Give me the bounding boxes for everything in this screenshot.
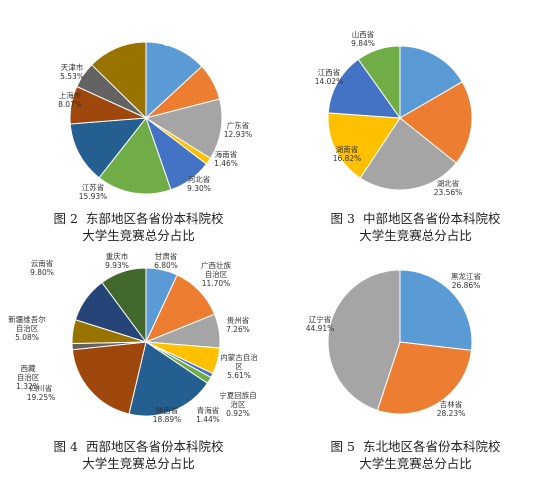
slice-label: 云南省 9.80% [30, 258, 54, 277]
slice-label: 海南省 1.46% [214, 149, 238, 168]
slice-label: 宁夏回族自治区 0.92% [219, 390, 257, 418]
pie-slice [71, 341, 147, 415]
slice-label: 黑龙江省 26.86% [451, 271, 481, 290]
pie-slice [327, 112, 401, 179]
chart-panel-west: 甘肃省 6.80% 广西壮族自治区 11.70% 贵州省 7.26% 内蒙古自治区 5.61%… [0, 250, 277, 500]
chart-title-line2: 大学生竞赛总分占比 [359, 228, 472, 243]
chart-title-line2: 大学生竞赛总分占比 [359, 456, 472, 471]
chart-caption-west: 图 4 西部地区各省份本科院校 大学生竞赛总分占比 [0, 438, 277, 472]
slice-label: 重庆市 9.93% [105, 251, 129, 270]
slice-label: 贵州省 7.26% [226, 315, 250, 334]
pie-slice [376, 341, 473, 415]
slice-label: 山西省 9.84% [351, 29, 375, 48]
chart-caption-central: 图 3 中部地区各省份本科院校 大学生竞赛总分占比 [277, 210, 554, 244]
slice-label: 福建省 7.85% [212, 63, 236, 82]
chart-caption-east: 图 2 东部地区各省份本科院校 大学生竞赛总分占比 [0, 210, 277, 244]
chart-title-line2: 大学生竞赛总分占比 [82, 228, 195, 243]
chart-panel-central: 安徽省 16.61% 河南省 19.14% 湖北省 23.56% 湖南省 16.82% 江西省 1… [277, 0, 554, 250]
chart-title: 东部地区各省份本科院校 [85, 211, 224, 226]
slice-label: 天津市 5.53% [60, 62, 84, 81]
figure-number: 图 3 [330, 211, 355, 226]
slice-label: 湖北省 23.56% [434, 178, 463, 197]
pie-slice [327, 269, 401, 411]
pie-chart-west: 甘肃省 6.80% 广西壮族自治区 11.70% 贵州省 7.26% 内蒙古自治区 5.61%… [8, 251, 258, 424]
pie-slice [128, 341, 209, 417]
slice-label: 上海市 8.07% [58, 90, 82, 109]
chart-title: 东北地区各省份本科院校 [362, 439, 501, 454]
pie-slice [101, 267, 147, 344]
slice-label: 吉林省 28.23% [437, 399, 466, 418]
pie-slice [399, 45, 463, 119]
figure-number: 图 2 [53, 211, 78, 226]
slice-label: 内蒙古自治区 5.61% [220, 352, 258, 380]
chart-panel-northeast: 黑龙江省 26.86% 吉林省 28.23% 辽宁省 44.91% 图 5 东北地区各省份… [277, 250, 554, 500]
slice-label: 广西壮族自治区 11.70% [201, 260, 231, 288]
pie-slice [399, 269, 473, 351]
slice-label: 西藏自治区 1.32% [16, 363, 40, 391]
figure-number: 图 5 [330, 439, 355, 454]
slice-label: 山东省 13.14% [50, 146, 79, 165]
pie-slice [399, 81, 473, 164]
pie-slice [327, 58, 402, 119]
slice-label: 河南省 19.14% [498, 111, 527, 130]
slice-label: 安徽省 16.61% [425, 29, 454, 48]
slice-label: 江西省 14.02% [315, 67, 344, 86]
pie-slice [357, 45, 401, 120]
chart-title: 西部地区各省份本科院校 [85, 439, 224, 454]
pie-chart-east: 北京市 13.13% 福建省 7.85% 广东省 12.93% 海南省 1.46%河北省 9.3… [50, 25, 253, 201]
pie-chart-central: 安徽省 16.61% 河南省 19.14% 湖北省 23.56% 湖南省 16.82% 江西省 1… [315, 29, 527, 197]
slice-label: 北京市 13.13% [164, 29, 193, 48]
chart-caption-northeast: 图 5 东北地区各省份本科院校 大学生竞赛总分占比 [277, 438, 554, 472]
slice-label: 浙江省 12.66% [93, 25, 122, 44]
slice-label: 河北省 9.30% [187, 174, 211, 193]
slice-label: 四川省 19.25% [27, 383, 56, 402]
pie-slice [144, 98, 223, 160]
pie-chart-northeast: 黑龙江省 26.86% 吉林省 28.23% 辽宁省 44.91% [306, 269, 481, 418]
pie-slice [69, 117, 148, 179]
slice-label: 青海省 1.44% [196, 405, 220, 424]
pie-slice [98, 116, 172, 195]
slice-label: 辽宁省 44.91% [306, 314, 335, 333]
slice-label: 湖南省 16.82% [333, 144, 362, 163]
pie-slice [91, 41, 147, 120]
slice-label: 广东省 12.93% [224, 120, 253, 139]
slice-label: 新疆维吾尔自治区 5.08% [8, 314, 46, 342]
chart-title-line2: 大学生竞赛总分占比 [82, 456, 195, 471]
figure-number: 图 4 [53, 439, 78, 454]
slice-label: 甘肃省 6.80% [154, 251, 178, 270]
pie-slice [145, 41, 203, 120]
chart-title: 中部地区各省份本科院校 [362, 211, 501, 226]
chart-panel-east: 北京市 13.13% 福建省 7.85% 广东省 12.93% 海南省 1.46% 河北省 9.3… [0, 0, 277, 250]
slice-label: 陕西省 18.89% [153, 405, 182, 424]
pie-slice [359, 117, 457, 191]
slice-label: 江苏省 15.93% [79, 182, 108, 201]
